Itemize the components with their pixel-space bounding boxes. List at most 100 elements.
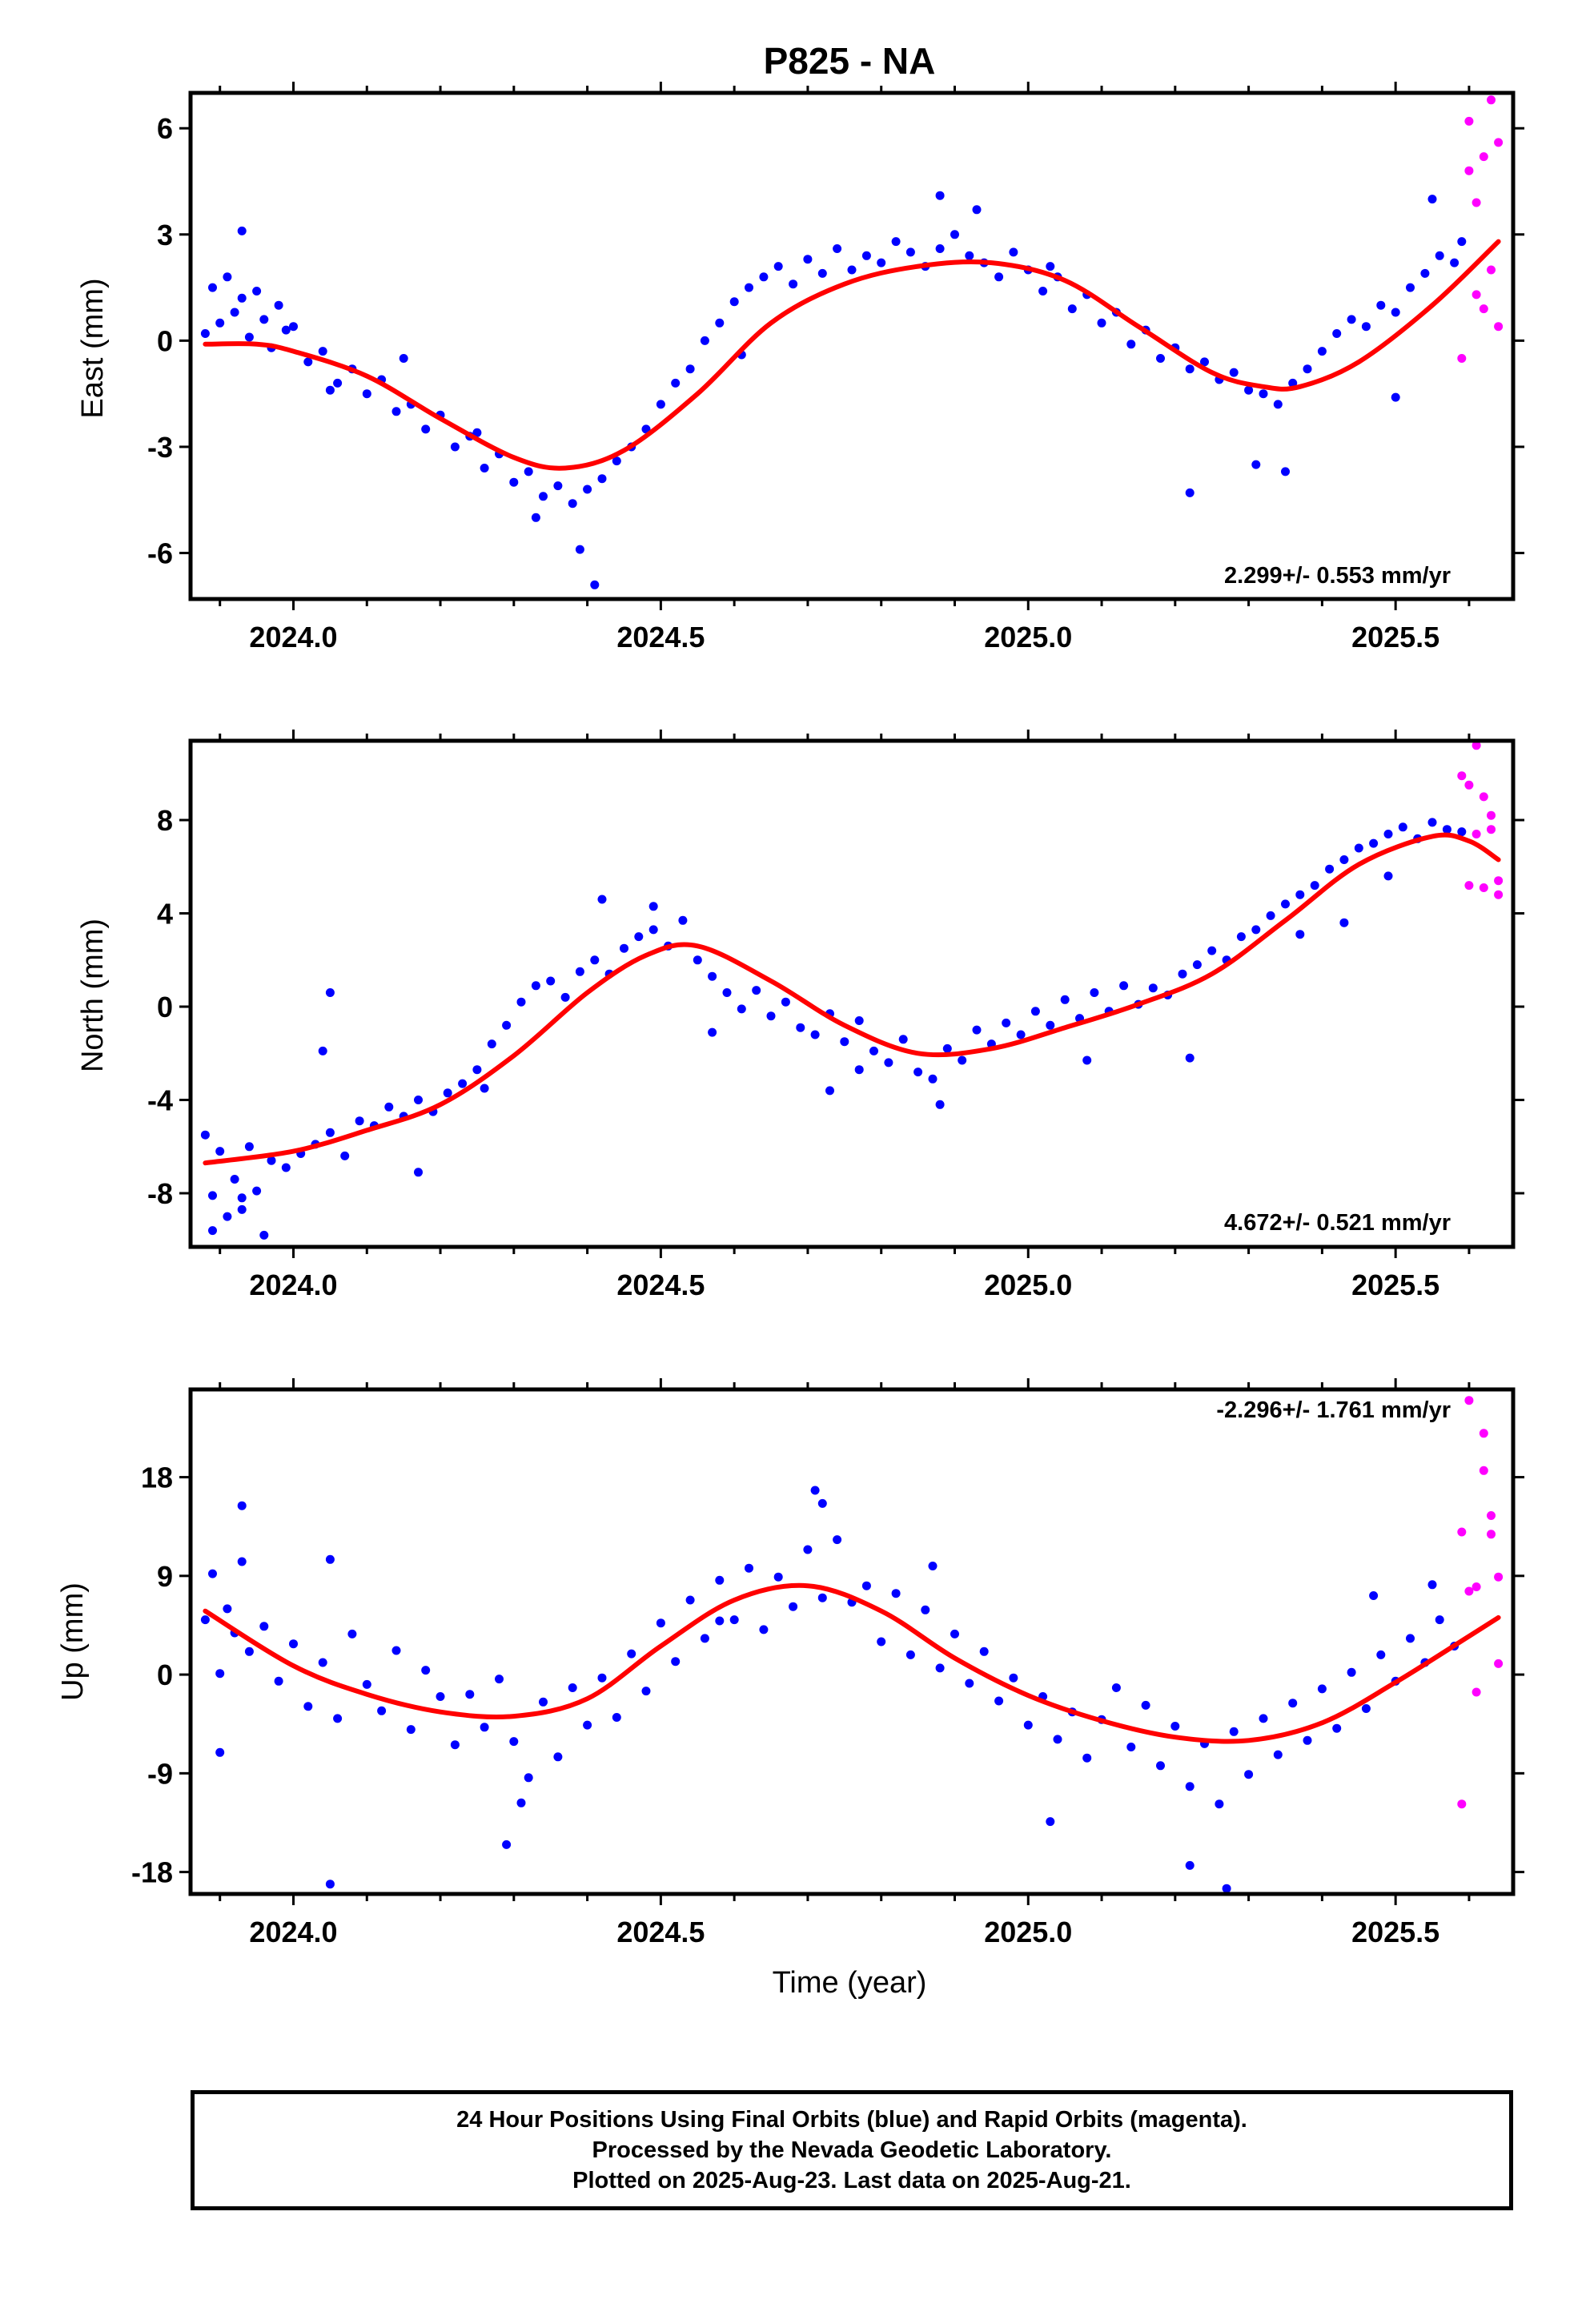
final-point <box>252 1186 262 1196</box>
final-point <box>406 1725 416 1735</box>
y-tick-label: 0 <box>157 324 173 357</box>
final-point <box>215 318 225 328</box>
rapid-point <box>1487 265 1496 275</box>
plot-frame-up <box>188 1387 1516 1896</box>
final-point <box>200 1615 210 1625</box>
final-point <box>575 545 584 554</box>
final-point <box>1391 308 1400 317</box>
final-point <box>553 481 563 491</box>
final-point <box>318 1046 327 1055</box>
final-point <box>965 1679 974 1688</box>
final-point <box>648 902 658 911</box>
final-point <box>1229 1727 1239 1736</box>
final-point <box>972 205 982 215</box>
final-point <box>1259 389 1268 399</box>
final-point <box>627 1649 636 1659</box>
final-point <box>729 297 739 307</box>
final-point <box>891 1589 901 1598</box>
final-point <box>752 986 761 995</box>
final-point <box>495 1675 504 1684</box>
final-point <box>465 1690 475 1699</box>
panel-up: Up (mm) -2.296+/- 1.761 mm/yr -18 -9 0 9 18 2… <box>56 1378 1524 1948</box>
rapid-point <box>1479 152 1488 162</box>
final-point <box>708 1027 717 1037</box>
final-point <box>1002 1018 1011 1027</box>
rapid-point <box>1472 290 1481 300</box>
final-point <box>942 1043 952 1053</box>
final-point <box>325 1880 335 1889</box>
final-point <box>1406 283 1415 292</box>
final-point <box>318 1658 327 1667</box>
final-point <box>237 1501 247 1510</box>
final-point <box>244 1142 254 1152</box>
final-point <box>274 300 283 310</box>
final-point <box>575 967 584 976</box>
ylabel-north: North (mm) <box>76 919 110 1072</box>
rate-label-up: -2.296+/- 1.761 mm/yr <box>1216 1397 1451 1423</box>
final-point <box>384 1102 394 1112</box>
final-point <box>1332 329 1342 338</box>
final-point <box>1317 347 1327 356</box>
x-tick-label: 2024.0 <box>249 1916 337 1948</box>
final-point <box>208 1191 217 1200</box>
final-point <box>443 1088 452 1098</box>
y-tick-label: 8 <box>157 804 173 837</box>
final-point <box>480 1084 489 1093</box>
final-point <box>1236 932 1246 942</box>
final-point <box>854 1016 864 1025</box>
rapid-point <box>1472 198 1481 207</box>
final-point <box>1156 354 1165 363</box>
x-tick-label: 2025.0 <box>984 1269 1072 1301</box>
rate-label-north: 4.672+/- 0.521 mm/yr <box>1224 1210 1451 1236</box>
x-tick-label: 2024.0 <box>249 621 337 653</box>
final-point <box>950 230 959 239</box>
final-point <box>597 474 607 484</box>
y-tick-label: -4 <box>147 1084 173 1117</box>
final-point <box>1119 981 1129 991</box>
final-point <box>833 1535 842 1545</box>
final-point <box>715 318 725 328</box>
final-point <box>803 1545 813 1554</box>
panel-east: East (mm) 2.299+/- 0.553 mm/yr -6 -3 0 3 6 20… <box>76 82 1524 653</box>
final-point <box>223 1604 232 1614</box>
final-point <box>796 1023 805 1032</box>
ylabel-east: East (mm) <box>76 278 110 418</box>
final-point <box>1185 1053 1195 1063</box>
final-point <box>928 1562 938 1570</box>
final-point <box>958 1055 967 1065</box>
final-point <box>223 272 232 282</box>
final-point <box>773 262 783 271</box>
rapid-point <box>1494 1659 1504 1668</box>
final-point <box>391 407 401 416</box>
final-point <box>1244 1770 1254 1779</box>
final-point <box>215 1747 225 1757</box>
final-point <box>259 1622 269 1631</box>
final-point <box>208 1226 217 1236</box>
final-point <box>1369 838 1379 848</box>
final-point <box>685 364 695 374</box>
final-point <box>1310 881 1319 891</box>
final-point <box>1259 1714 1268 1723</box>
final-point <box>1361 322 1371 332</box>
y-tick-label: 4 <box>157 898 173 931</box>
final-point <box>1288 378 1298 388</box>
final-point <box>1281 467 1290 476</box>
final-point <box>480 464 489 472</box>
final-point <box>244 1647 254 1656</box>
y-tick-label: -8 <box>147 1177 173 1210</box>
final-point <box>1347 1667 1356 1677</box>
final-point <box>480 1723 489 1732</box>
final-point <box>325 385 335 395</box>
final-point <box>259 315 269 324</box>
final-point <box>237 1193 247 1203</box>
final-point <box>274 1676 283 1686</box>
final-point <box>1332 1723 1342 1733</box>
final-point <box>458 1079 468 1088</box>
final-point <box>583 1720 592 1730</box>
final-point <box>1317 1684 1327 1694</box>
final-point <box>200 1130 210 1140</box>
rapid-point <box>1494 876 1504 886</box>
ylabel-up: Up (mm) <box>56 1582 90 1701</box>
final-point <box>1435 1615 1444 1625</box>
final-point <box>1023 1720 1033 1730</box>
